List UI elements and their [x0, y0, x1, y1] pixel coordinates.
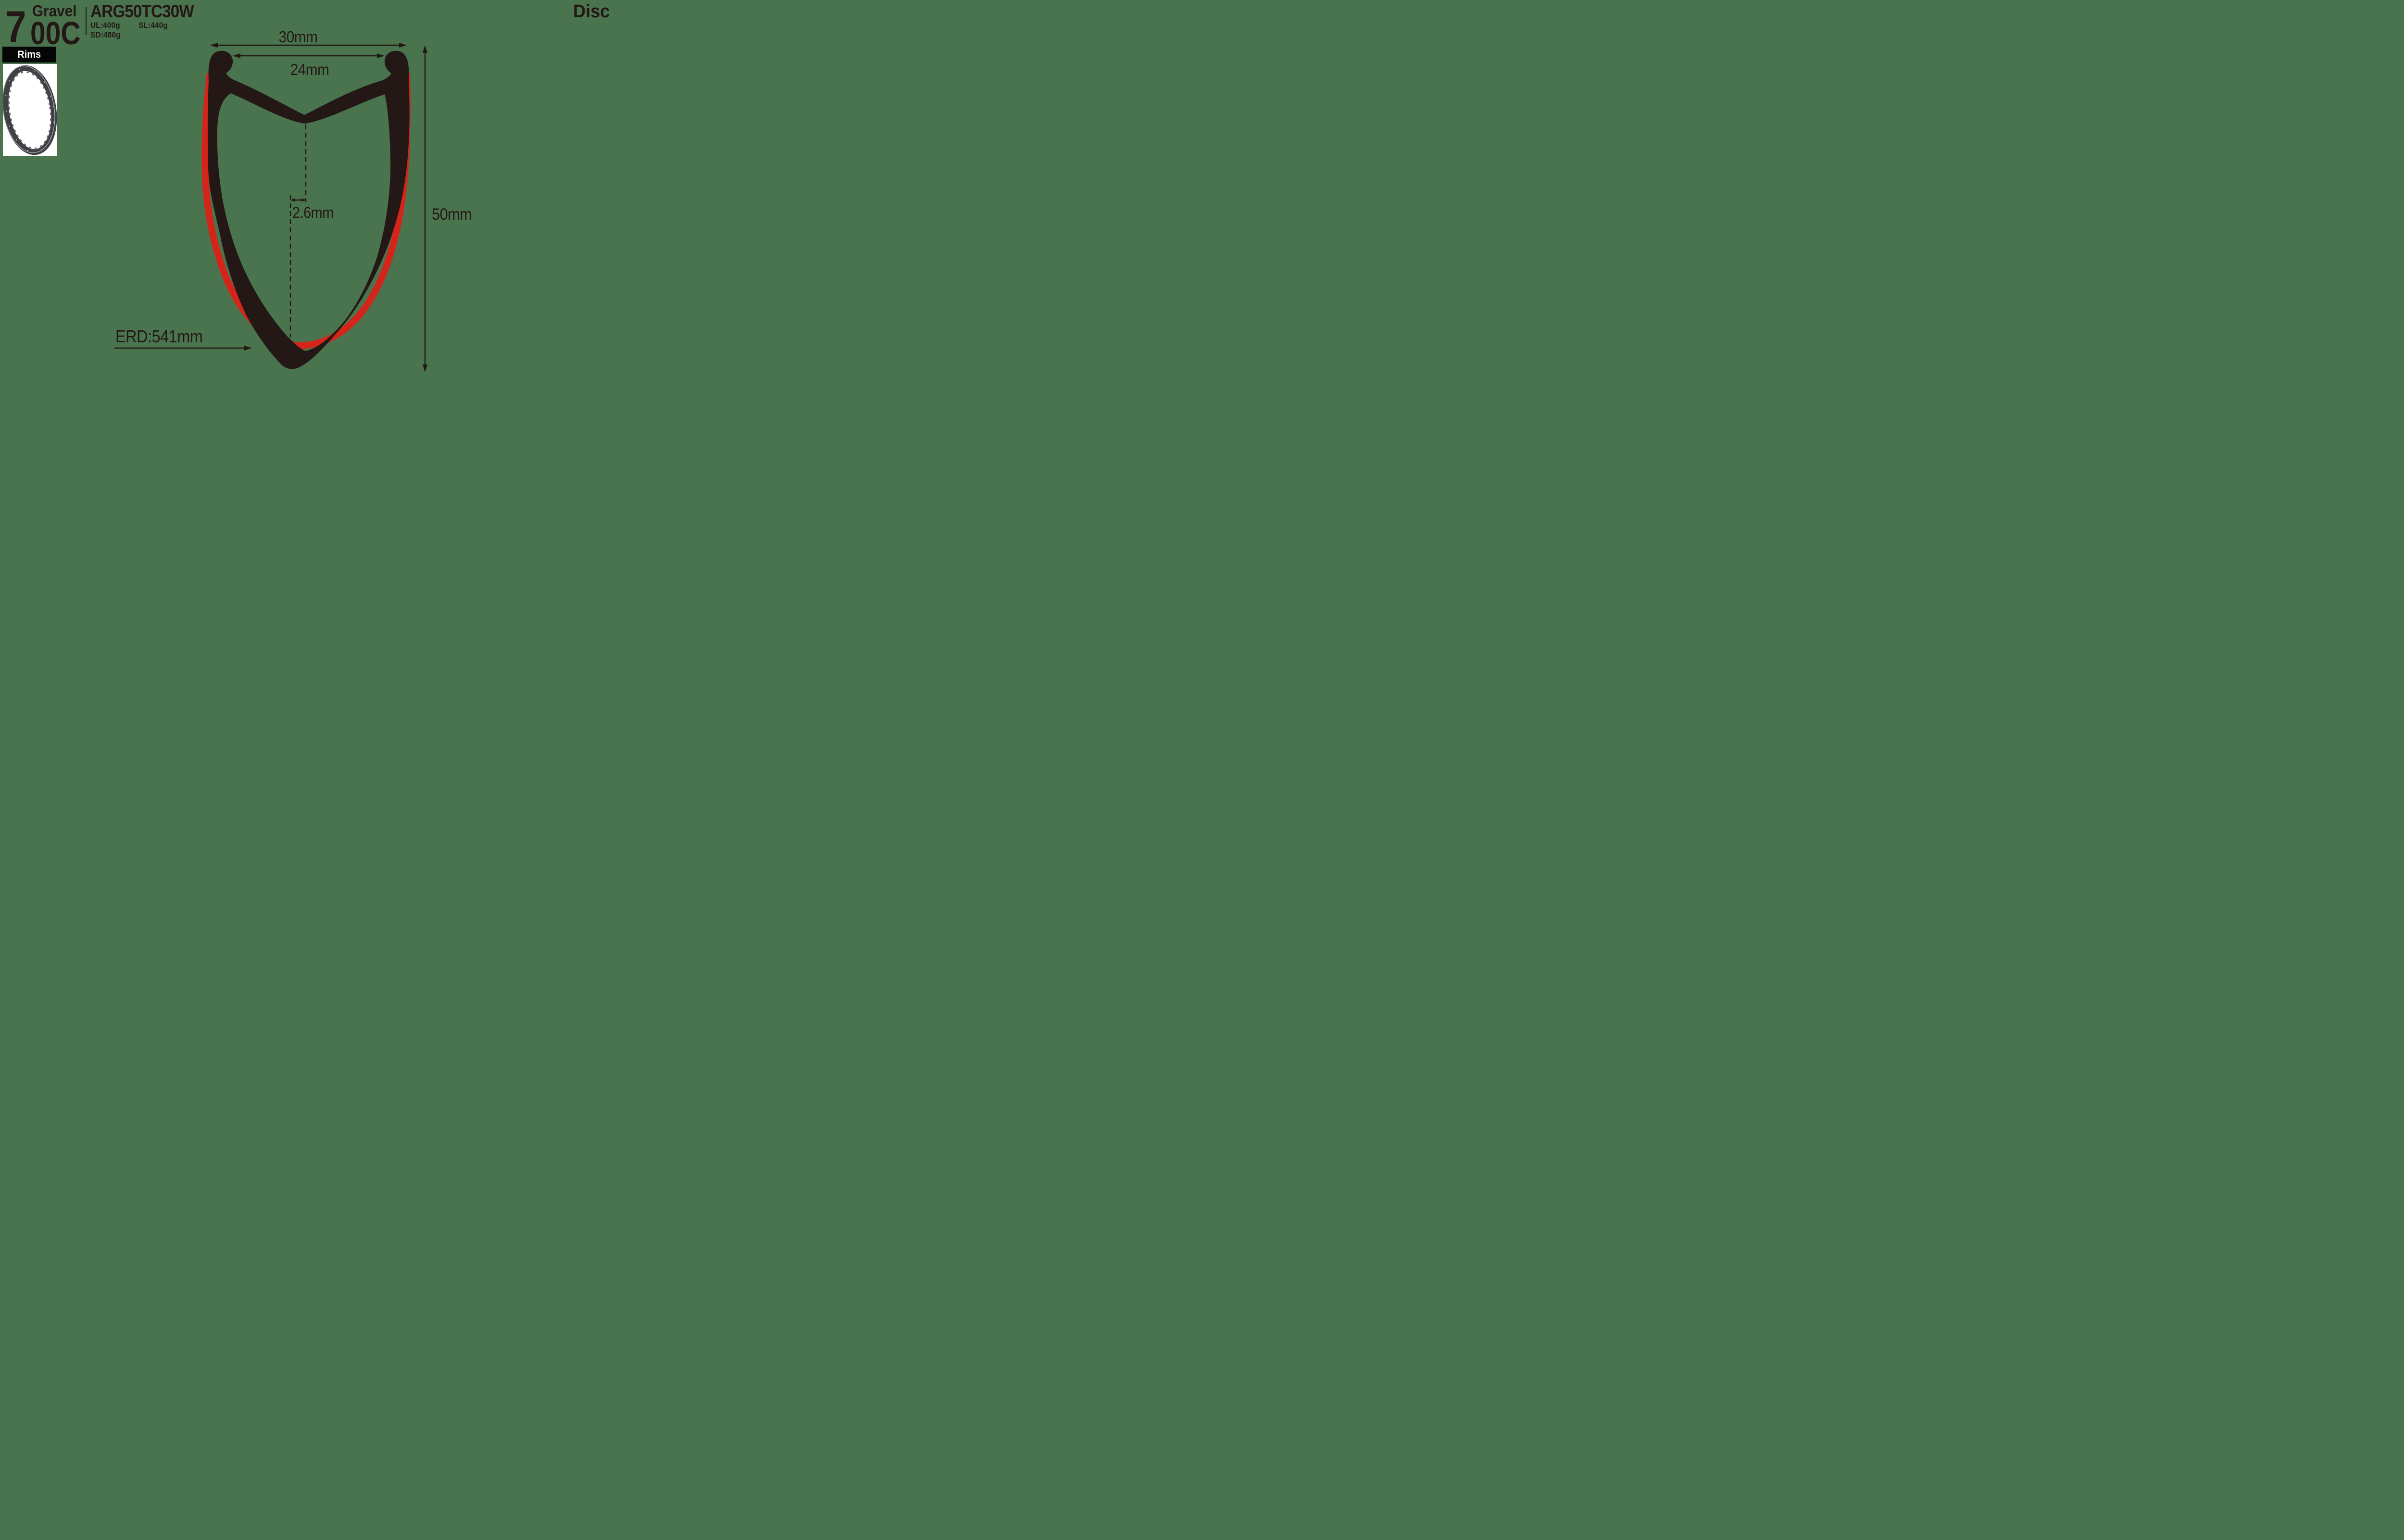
offset-arrow-icon — [290, 198, 306, 202]
rim-cross-section-diagram — [114, 43, 427, 372]
weight-ultralight: UL:400g — [90, 21, 120, 30]
logo-divider — [86, 7, 87, 35]
erd-leader-arrow-icon — [114, 346, 252, 351]
depth-arrow-icon — [423, 45, 427, 372]
rim-spec-sheet: 7 Gravel 00C ARG50TC30W UL:400g SL:440g … — [0, 0, 615, 385]
erd-label: ERD:541mm — [115, 326, 203, 346]
weight-standard: SD:480g — [90, 30, 121, 39]
spoke-bed-offset-label: 2.6mm — [292, 204, 334, 221]
inner-width-label: 24mm — [290, 61, 329, 78]
model-title: ARG50TC30W — [90, 1, 194, 21]
rims-section-label: Rims — [17, 49, 41, 60]
wheel-size-digit: 7 — [5, 2, 26, 51]
rim-photo — [3, 64, 57, 156]
wheel-size-suffix: 00C — [30, 15, 81, 51]
rim-profile-shape — [207, 50, 410, 369]
rims-section-badge: Rims — [2, 47, 56, 63]
category-label: Gravel — [32, 2, 77, 20]
depth-label: 50mm — [432, 205, 472, 224]
outer-width-arrow-icon — [210, 43, 407, 48]
inner-width-arrow-icon — [233, 53, 385, 58]
weight-superlight: SL:440g — [138, 21, 168, 30]
carbon-rim-ring-photo-icon — [3, 65, 57, 155]
outer-width-label: 30mm — [278, 28, 318, 46]
brake-type-label: Disc — [573, 1, 610, 22]
